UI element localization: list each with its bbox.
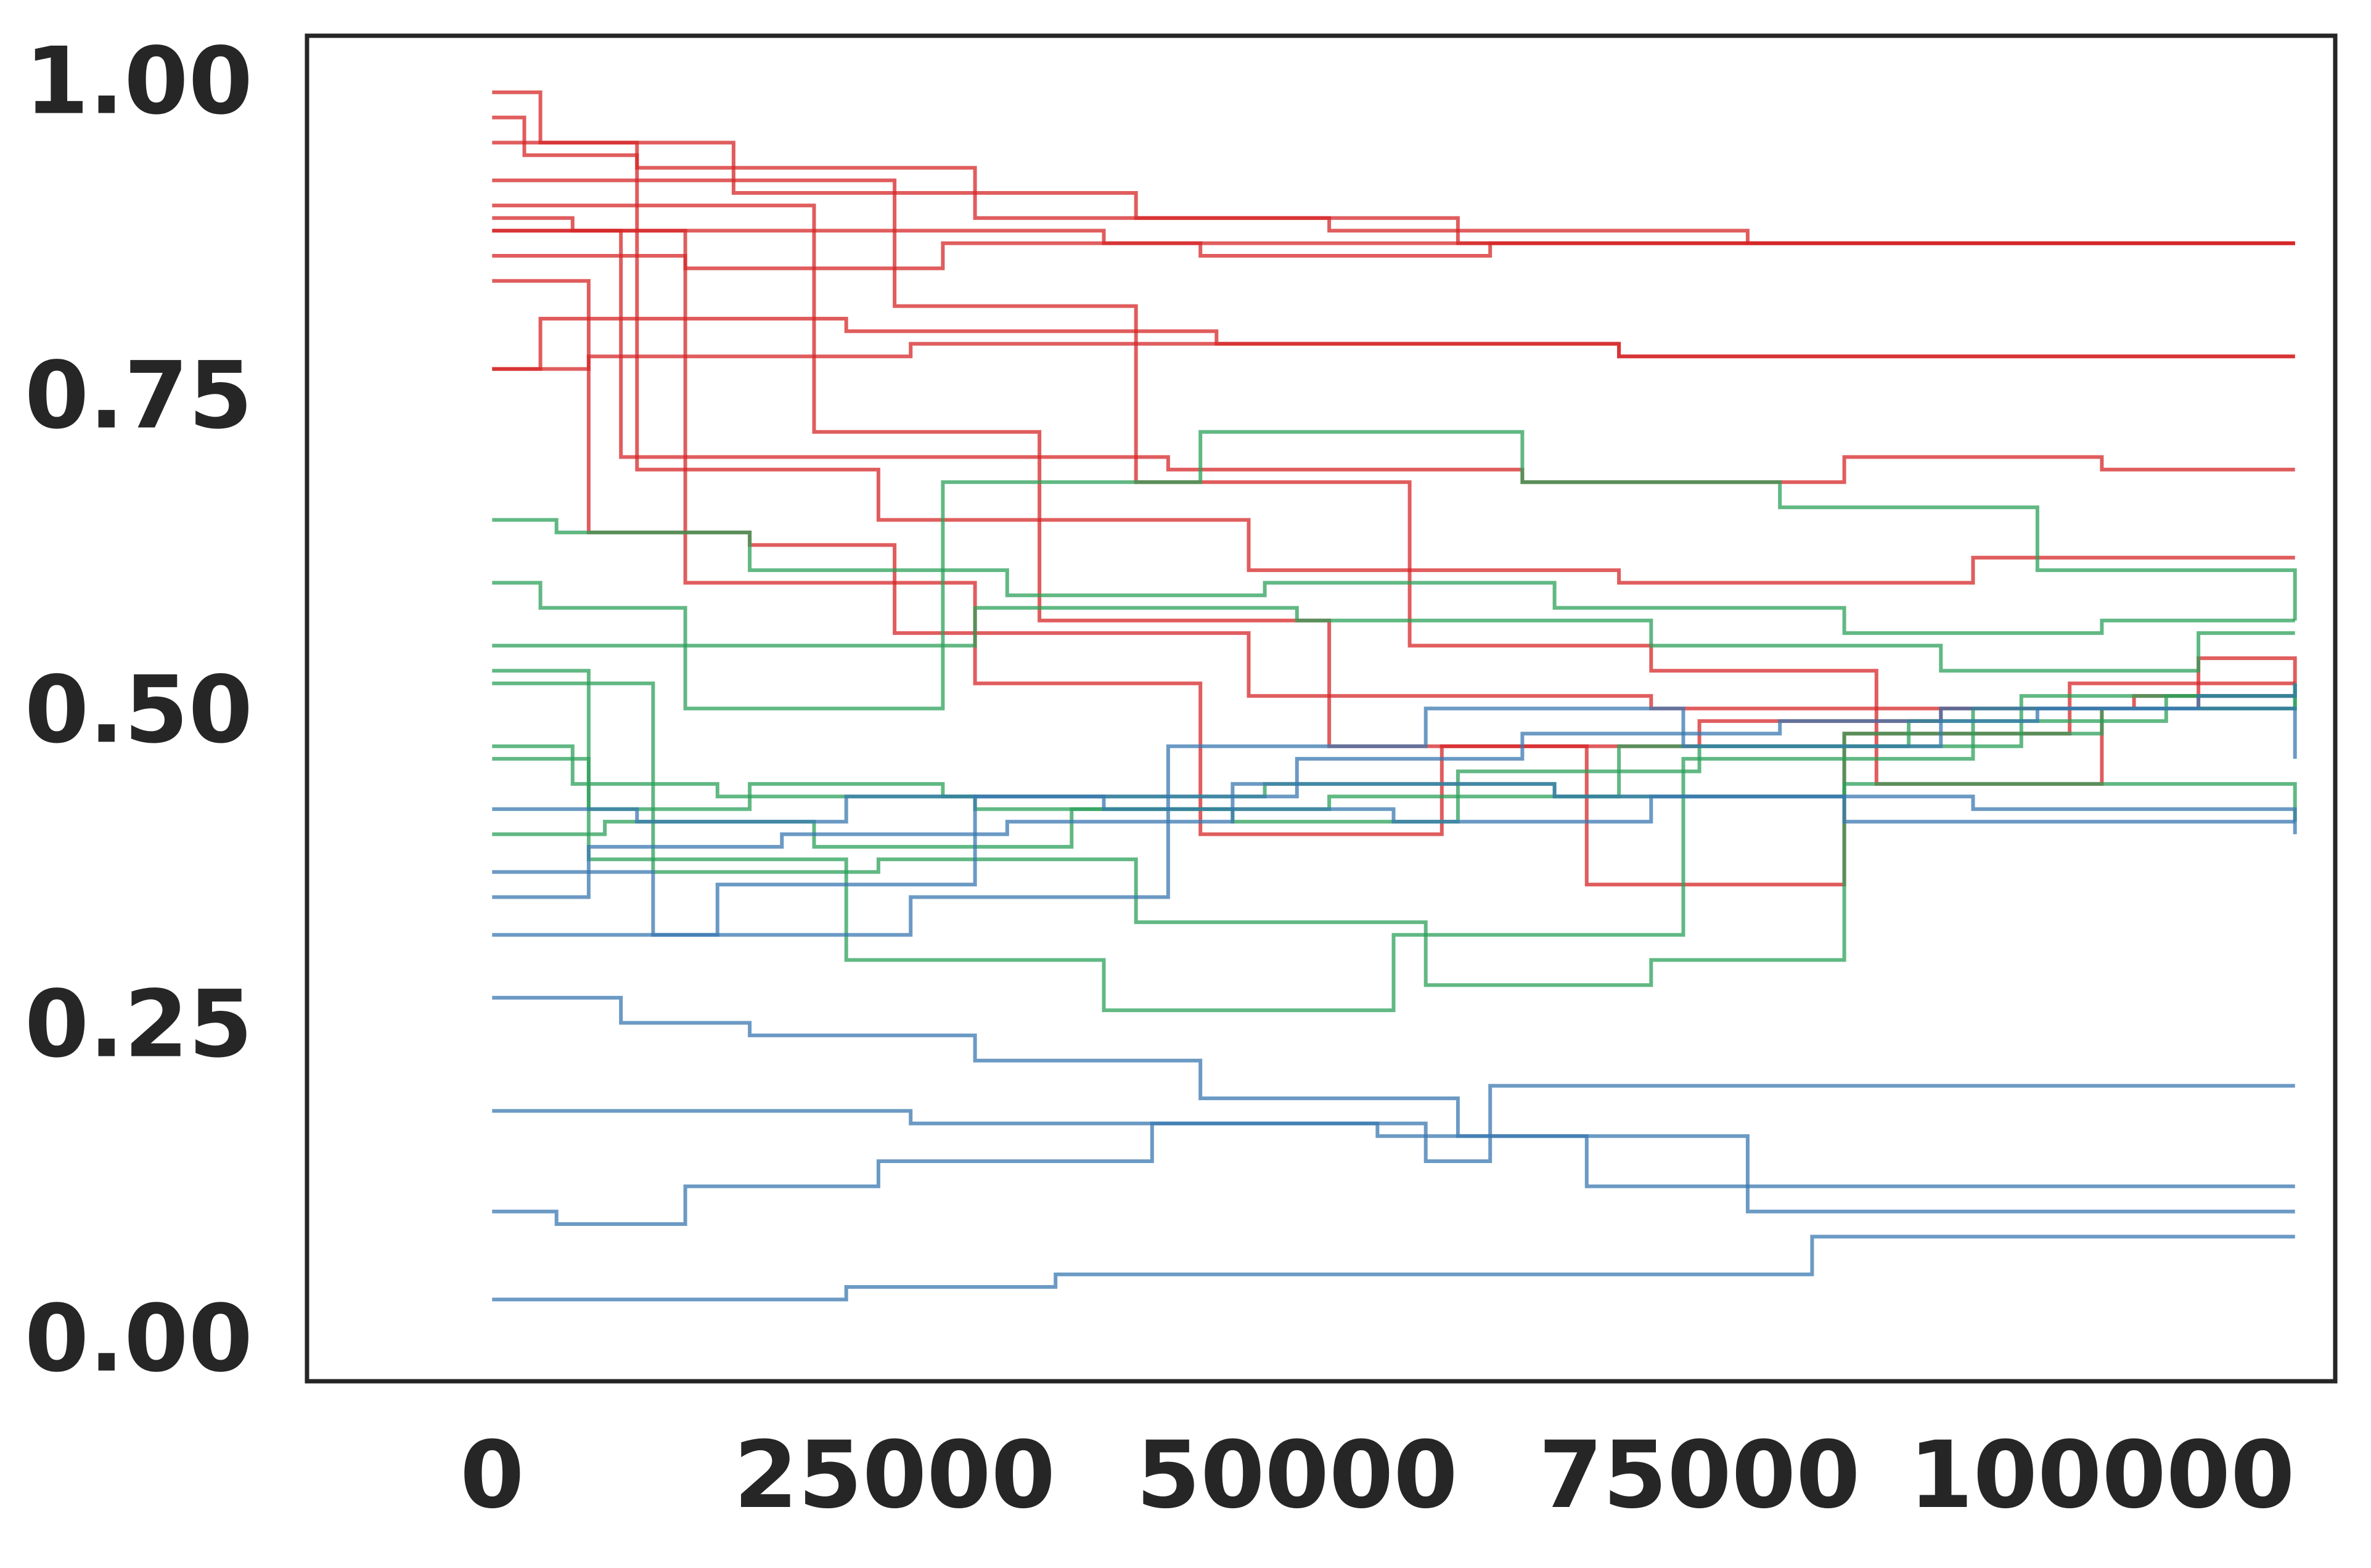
x-tick-label: 100000 xyxy=(1909,1422,2295,1529)
series-line-green-17 xyxy=(492,694,2295,849)
x-axis-tick-labels: 0 25000 50000 75000 100000 xyxy=(460,1422,2295,1529)
y-tick-label: 0.00 xyxy=(25,1286,253,1393)
plot-frame xyxy=(305,33,2338,1384)
y-tick-label: 0.75 xyxy=(25,343,253,450)
series-line-blue-25 xyxy=(492,782,2295,899)
series-line-green-19 xyxy=(492,430,2297,711)
x-tick-label: 0 xyxy=(460,1422,524,1529)
series-line-red-12 xyxy=(492,178,2295,786)
series-line-red-3 xyxy=(492,216,2295,245)
series-line-red-6 xyxy=(492,341,2295,371)
y-tick-label: 0.25 xyxy=(25,971,253,1079)
series-line-green-15 xyxy=(492,683,2297,824)
x-tick-label: 50000 xyxy=(1136,1422,1458,1529)
series-line-green-14 xyxy=(492,581,2295,673)
y-tick-label: 1.00 xyxy=(25,28,253,135)
series-layer xyxy=(492,90,2297,1302)
series-line-green-13 xyxy=(492,518,2295,635)
series-line-red-11 xyxy=(492,203,2297,887)
series-line-red-2 xyxy=(492,115,2295,245)
series-line-blue-21 xyxy=(492,1235,2295,1302)
series-line-blue-28 xyxy=(492,683,2297,937)
series-line-blue-24 xyxy=(492,995,2295,1214)
series-line-red-8 xyxy=(492,141,2295,585)
series-line-blue-26 xyxy=(492,794,2297,835)
x-tick-label: 75000 xyxy=(1539,1422,1861,1529)
y-axis-tick-labels: 0.00 0.25 0.50 0.75 1.00 xyxy=(25,28,253,1392)
series-line-green-18 xyxy=(492,681,2297,987)
y-tick-label: 0.50 xyxy=(25,657,253,764)
series-line-red-10 xyxy=(492,229,2295,836)
series-line-blue-23 xyxy=(492,1121,2295,1226)
series-line-green-20 xyxy=(492,669,2297,1013)
x-tick-label: 25000 xyxy=(734,1422,1055,1529)
series-line-red-4 xyxy=(492,241,2295,271)
series-line-blue-27 xyxy=(492,706,2297,937)
